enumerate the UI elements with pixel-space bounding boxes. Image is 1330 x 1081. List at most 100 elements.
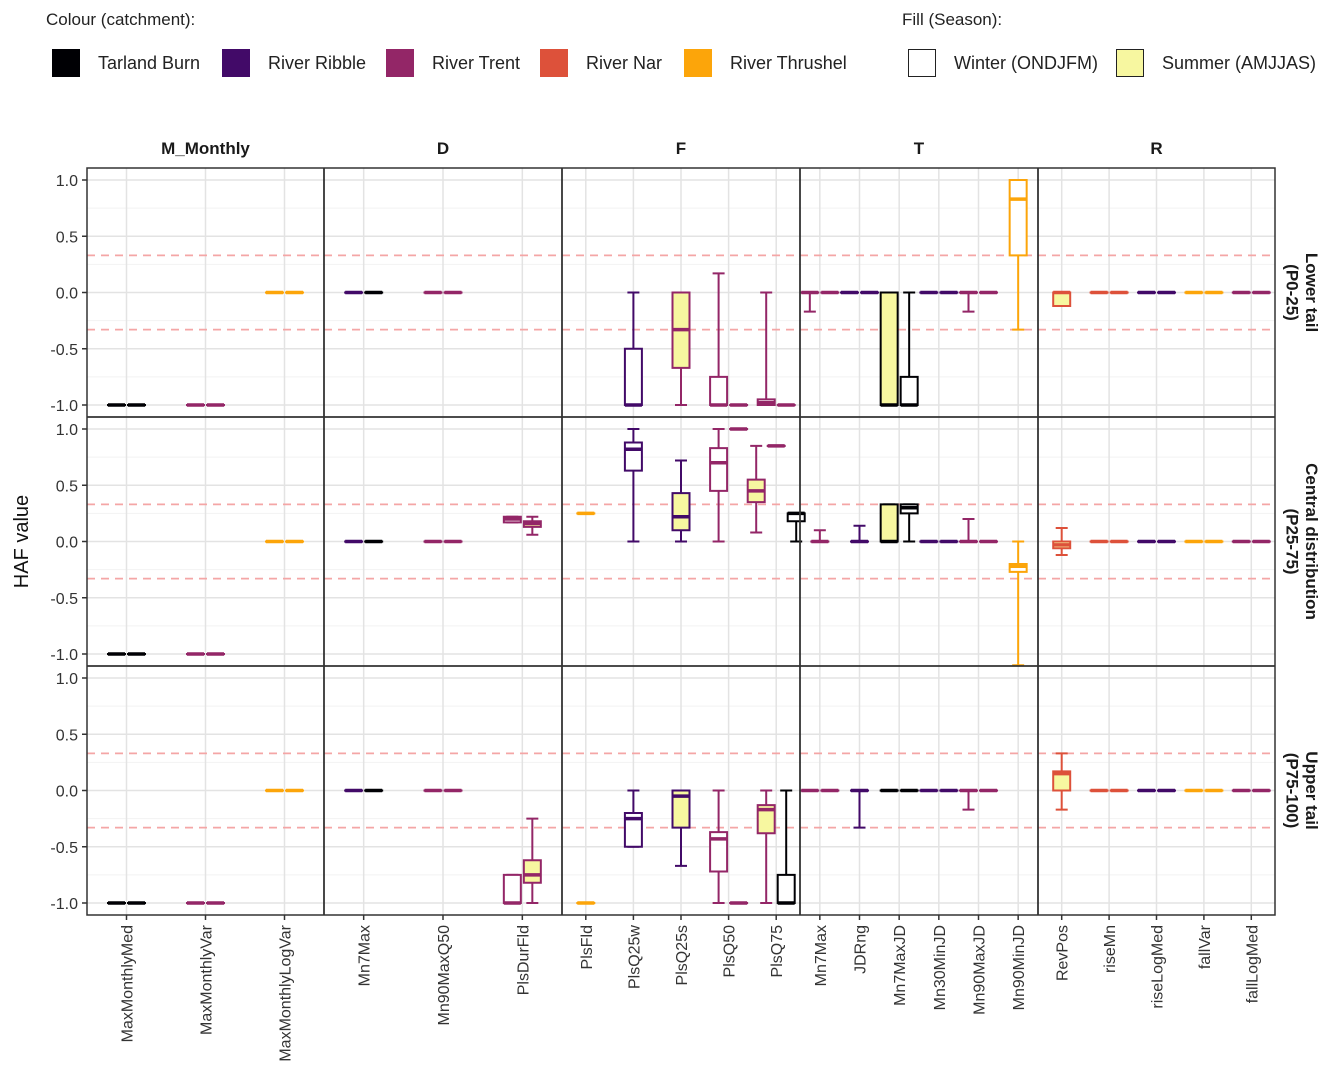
y-tick-label: -0.5	[50, 840, 78, 857]
row-strip-label: Upper tail(P75-100)	[1282, 751, 1321, 829]
x-tick-label: JDRng	[853, 925, 870, 974]
box-body	[623, 347, 643, 406]
legend-swatch	[540, 49, 568, 77]
row-strip-label-line: Lower tail	[1302, 253, 1321, 332]
box-body	[709, 447, 729, 492]
box-body	[502, 873, 522, 904]
column-strip-label: M_Monthly	[161, 139, 250, 158]
box	[709, 428, 729, 543]
legend-label: River Trent	[432, 52, 521, 73]
box	[899, 291, 919, 407]
box	[623, 789, 643, 848]
legend-item-winter: Winter (ONDJFM)	[908, 49, 1098, 77]
box	[1052, 290, 1072, 307]
x-tick-label: PlsQ50	[722, 925, 739, 978]
colour-legend-title: Colour (catchment):	[46, 10, 196, 29]
box-body	[671, 789, 691, 829]
x-tick-label: PlsFld	[579, 925, 596, 969]
y-tick-label: -1.0	[50, 896, 78, 913]
x-tick-label: fallVar	[1197, 924, 1214, 969]
x-tick-label: PlsDurFld	[515, 925, 532, 995]
box-body	[709, 831, 729, 873]
box	[502, 515, 522, 524]
x-tick-label: riseLogMed	[1150, 925, 1167, 1009]
box	[746, 444, 766, 534]
box	[1052, 752, 1072, 811]
legend-swatch	[908, 49, 936, 77]
box	[899, 503, 919, 543]
legend-item-tarland-burn: Tarland Burn	[52, 49, 200, 77]
row-strip-label: Lower tail(P0-25)	[1282, 253, 1321, 332]
box	[959, 788, 978, 811]
column-strip-label: T	[914, 139, 925, 158]
box-body	[879, 291, 899, 406]
box	[756, 789, 776, 904]
x-tick-label: PlsQ25w	[626, 925, 643, 989]
box	[671, 789, 691, 867]
y-axis-title: HAF value	[11, 495, 33, 588]
column-strip-label: F	[676, 139, 686, 158]
column-strip-label: D	[437, 139, 449, 158]
box	[671, 291, 691, 406]
legend-item-river-nar: River Nar	[540, 49, 662, 77]
y-tick-label: 1.0	[56, 422, 78, 439]
box-body	[671, 492, 691, 532]
box-body	[623, 441, 643, 472]
y-tick-label: 0.0	[56, 784, 78, 801]
row-strip-label: Central distribution(P25-75)	[1282, 463, 1321, 620]
y-tick-label: 0.5	[56, 478, 78, 495]
x-tick-label: Mn90MaxQ50	[436, 925, 453, 1026]
box	[1008, 179, 1028, 331]
x-tick-label: Mn7Max	[357, 925, 374, 986]
legend-swatch	[52, 49, 80, 77]
y-tick-label: -0.5	[50, 342, 78, 359]
y-tick-label: -1.0	[50, 398, 78, 415]
fill-legend-title: Fill (Season):	[902, 10, 1003, 29]
legend-swatch	[222, 49, 250, 77]
box	[776, 789, 796, 905]
legend-label: River Nar	[586, 52, 663, 73]
legend-item-river-ribble: River Ribble	[222, 49, 366, 77]
box	[709, 789, 729, 904]
legend-item-summer: Summer (AMJJAS)	[1116, 49, 1316, 77]
box-body	[522, 859, 542, 884]
box	[623, 291, 643, 407]
box	[502, 873, 522, 905]
box	[800, 290, 820, 313]
box	[671, 459, 691, 543]
x-tick-label: PlsQ75	[769, 925, 786, 978]
x-tick-label: MaxMonthlyMed	[120, 925, 137, 1042]
legend-swatch	[386, 49, 414, 77]
y-tick-label: 0.0	[56, 286, 78, 303]
legend: Colour (catchment): Fill (Season): Tarla…	[0, 0, 1330, 100]
box	[850, 788, 869, 829]
legend-label: Summer (AMJJAS)	[1162, 52, 1317, 73]
box	[810, 529, 830, 544]
x-tick-label: Mn90MaxJD	[972, 925, 989, 1015]
box-body	[709, 375, 729, 406]
x-tick-label: Mn30MinJD	[932, 925, 949, 1010]
y-tick-label: 1.0	[56, 671, 78, 688]
row-strip-label-line: Central distribution	[1302, 463, 1321, 620]
box	[959, 290, 978, 313]
legend-item-river-thrushel: River Thrushel	[684, 49, 847, 77]
y-tick-label: 1.0	[56, 173, 78, 190]
y-tick-label: -0.5	[50, 591, 78, 608]
row-strip-label-line: Upper tail	[1302, 751, 1321, 829]
box	[879, 503, 899, 544]
row-strip-label-line: (P0-25)	[1282, 264, 1301, 321]
legend-swatch	[684, 49, 712, 77]
box-body	[1052, 770, 1072, 792]
row-strip-label-line: (P25-75)	[1282, 508, 1301, 574]
x-tick-label: MaxMonthlyVar	[199, 924, 216, 1035]
box-body	[1008, 179, 1028, 257]
box	[522, 515, 542, 536]
legend-label: River Ribble	[268, 52, 367, 73]
box	[1008, 540, 1028, 667]
box-body	[776, 873, 796, 904]
legend-label: River Thrushel	[730, 52, 847, 73]
box	[1052, 527, 1072, 556]
y-tick-label: 0.5	[56, 727, 78, 744]
box-body	[879, 503, 899, 543]
